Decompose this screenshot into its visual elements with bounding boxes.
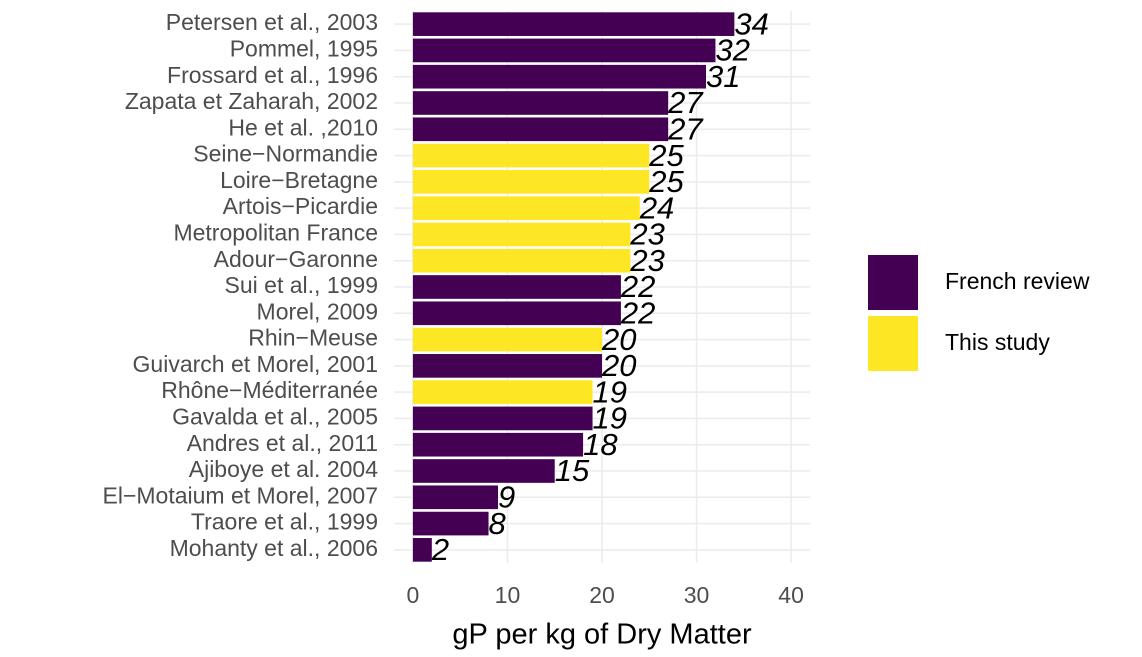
data-label: 31 — [706, 59, 740, 94]
y-tick-label: Sui et al., 1999 — [225, 272, 378, 298]
data-label: 27 — [667, 111, 704, 146]
legend-swatch — [868, 316, 918, 371]
y-tick-label: Seine−Normandie — [193, 141, 378, 167]
bar — [412, 301, 621, 326]
y-tick-label: Traore et al., 1999 — [191, 509, 378, 535]
data-label: 15 — [555, 453, 590, 488]
data-label: 25 — [648, 138, 684, 173]
bar — [412, 380, 593, 404]
x-tick-label: 20 — [589, 582, 615, 608]
bar — [412, 38, 716, 63]
x-tick-label: 30 — [684, 582, 710, 608]
y-tick-label: Loire−Bretagne — [220, 167, 378, 193]
bar — [412, 485, 498, 510]
data-label: 22 — [620, 295, 655, 330]
y-tick-label: Ajiboye et al. 2004 — [189, 456, 378, 482]
y-tick-label: Artois−Picardie — [223, 193, 378, 219]
data-label: 22 — [620, 269, 655, 304]
data-label: 27 — [667, 85, 704, 120]
data-label: 9 — [498, 479, 515, 514]
data-label: 24 — [639, 190, 674, 225]
y-tick-label: Guivarch et Morel, 2001 — [133, 351, 378, 377]
x-tick-label: 10 — [495, 582, 521, 608]
y-tick-label: Frossard et al., 1996 — [167, 62, 378, 88]
legend-label: French review — [945, 268, 1090, 294]
y-tick-label: Morel, 2009 — [257, 298, 378, 324]
y-tick-label: Rhin−Meuse — [248, 325, 378, 351]
y-tick-label: Pommel, 1995 — [230, 36, 378, 62]
data-label: 23 — [629, 217, 664, 252]
bar — [412, 196, 640, 220]
bar — [412, 511, 489, 536]
data-label: 32 — [715, 33, 749, 68]
bar — [412, 432, 584, 457]
bar — [412, 91, 669, 115]
y-tick-label: El−Motaium et Morel, 2007 — [103, 482, 379, 508]
y-tick-label: Rhône−Méditerranée — [161, 377, 378, 403]
data-label: 20 — [601, 348, 636, 383]
y-tick-label: Gavalda et al., 2005 — [172, 404, 378, 430]
data-label: 25 — [648, 164, 684, 199]
bar — [412, 459, 555, 483]
bar — [412, 406, 593, 431]
data-label: 23 — [629, 243, 664, 278]
data-label: 20 — [601, 322, 636, 357]
x-tick-label: 40 — [778, 582, 804, 608]
data-label: 8 — [489, 506, 507, 541]
data-label: 2 — [431, 532, 449, 567]
bar — [412, 327, 602, 352]
y-tick-label: Metropolitan France — [173, 220, 378, 246]
y-tick-label: He et al. ,2010 — [228, 114, 378, 140]
data-label: 19 — [593, 401, 627, 436]
bar — [412, 117, 669, 142]
bar — [412, 222, 631, 247]
bar — [412, 538, 432, 562]
y-tick-label: Mohanty et al., 2006 — [170, 535, 378, 561]
data-label: 34 — [734, 6, 768, 41]
y-tick-label: Andres et al., 2011 — [187, 430, 378, 456]
bar — [412, 170, 650, 194]
bar — [412, 143, 650, 168]
y-tick-label: Adour−Garonne — [214, 246, 378, 272]
y-tick-label: Petersen et al., 2003 — [166, 9, 378, 35]
bar — [412, 275, 621, 299]
bar — [412, 64, 706, 89]
data-label: 18 — [583, 427, 618, 462]
x-tick-label: 0 — [407, 582, 420, 608]
bar — [412, 12, 735, 36]
x-axis-title: gP per kg of Dry Matter — [452, 619, 752, 651]
legend-swatch — [868, 255, 918, 310]
y-tick-label: Zapata et Zaharah, 2002 — [125, 88, 378, 114]
data-label: 19 — [593, 374, 627, 409]
bar — [412, 354, 602, 378]
legend-label: This study — [945, 329, 1050, 355]
bar — [412, 248, 631, 273]
